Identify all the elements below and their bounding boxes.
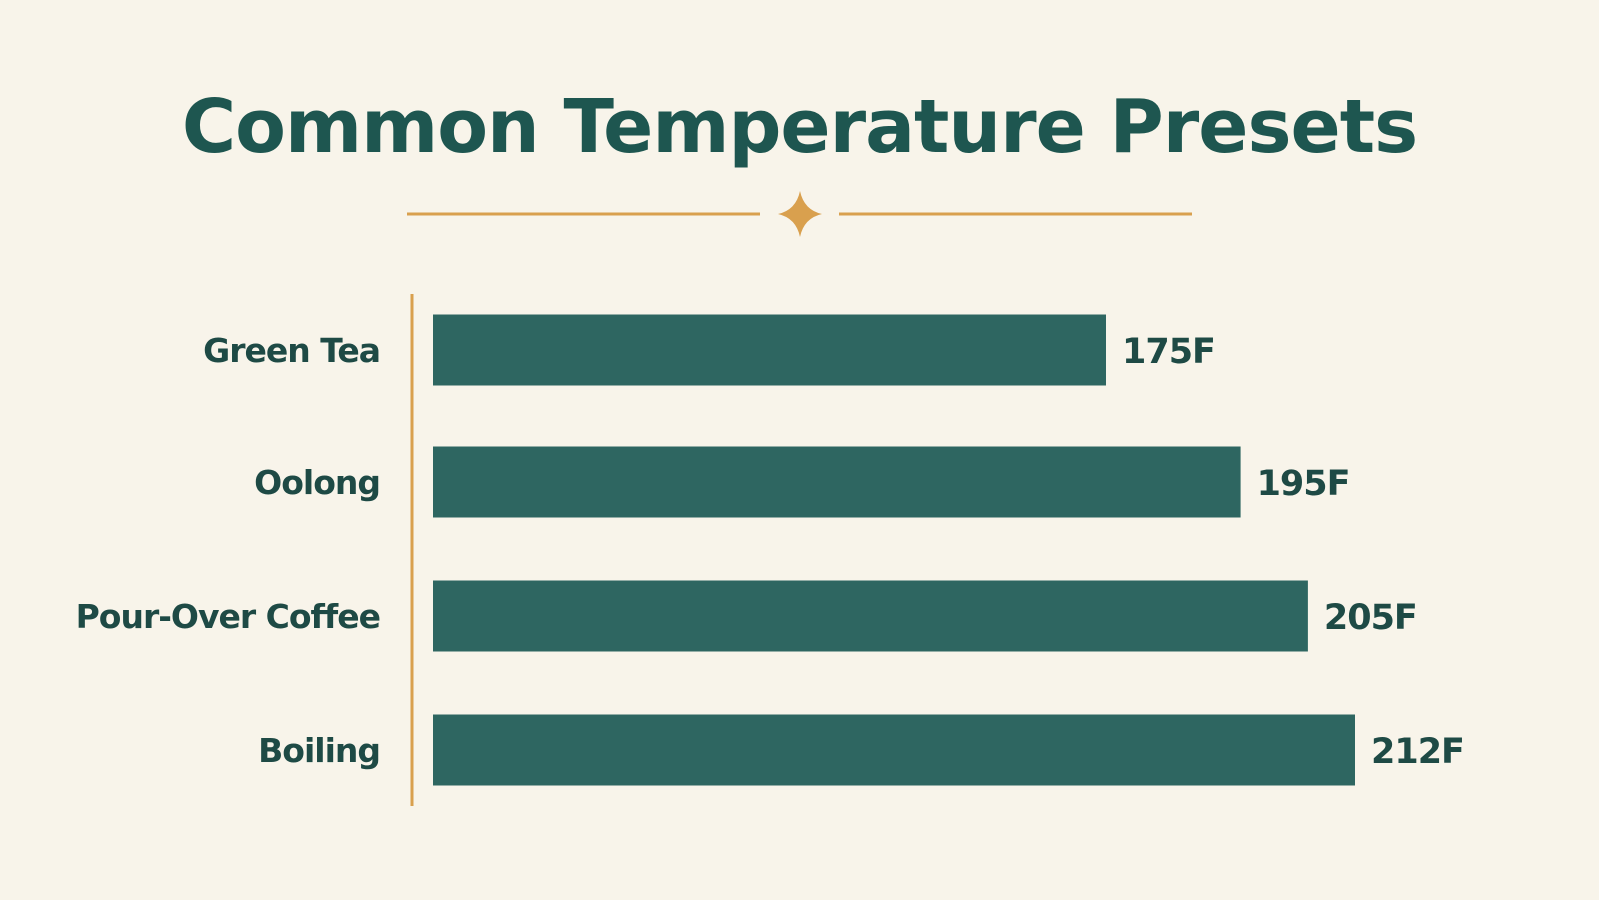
four-point-star-icon xyxy=(778,191,822,237)
bar-oolong xyxy=(433,446,1241,518)
title-divider xyxy=(407,191,1192,237)
value-label: 212F xyxy=(1371,732,1464,772)
bar-boiling xyxy=(433,714,1355,786)
value-label: 175F xyxy=(1122,332,1215,372)
bar-pour-over-coffee xyxy=(433,580,1308,652)
category-label: Green Tea xyxy=(203,331,380,370)
category-label: Boiling xyxy=(258,731,380,770)
value-label: 195F xyxy=(1257,464,1350,504)
bar-green-tea xyxy=(433,314,1106,386)
category-label: Pour-Over Coffee xyxy=(76,597,380,636)
value-label: 205F xyxy=(1324,598,1417,638)
category-label: Oolong xyxy=(254,463,380,502)
bars-group: Green Tea 175F Oolong 195F Pour-Over Coffee 2… xyxy=(76,314,1465,786)
chart-title: Common Temperature Presets xyxy=(181,84,1418,170)
